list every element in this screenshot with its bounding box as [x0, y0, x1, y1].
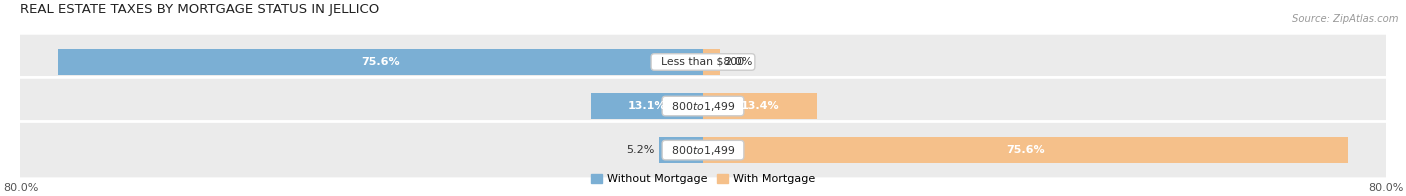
Text: Less than $800: Less than $800	[654, 57, 752, 67]
Text: 5.2%: 5.2%	[626, 145, 654, 155]
Bar	[703, 137, 1348, 163]
Bar	[703, 93, 817, 119]
Text: Source: ZipAtlas.com: Source: ZipAtlas.com	[1292, 14, 1399, 24]
Text: 75.6%: 75.6%	[1007, 145, 1045, 155]
Text: 13.1%: 13.1%	[628, 101, 666, 111]
Text: REAL ESTATE TAXES BY MORTGAGE STATUS IN JELLICO: REAL ESTATE TAXES BY MORTGAGE STATUS IN …	[21, 3, 380, 16]
FancyBboxPatch shape	[14, 77, 1392, 135]
Text: $800 to $1,499: $800 to $1,499	[665, 100, 741, 113]
Bar	[58, 49, 703, 75]
Bar	[658, 137, 703, 163]
FancyBboxPatch shape	[14, 33, 1392, 91]
Text: 75.6%: 75.6%	[361, 57, 399, 67]
Bar	[703, 49, 720, 75]
Text: 13.4%: 13.4%	[741, 101, 779, 111]
Bar	[592, 93, 703, 119]
FancyBboxPatch shape	[14, 122, 1392, 179]
Text: $800 to $1,499: $800 to $1,499	[665, 144, 741, 157]
Text: 2.0%: 2.0%	[724, 57, 752, 67]
Legend: Without Mortgage, With Mortgage: Without Mortgage, With Mortgage	[586, 169, 820, 188]
